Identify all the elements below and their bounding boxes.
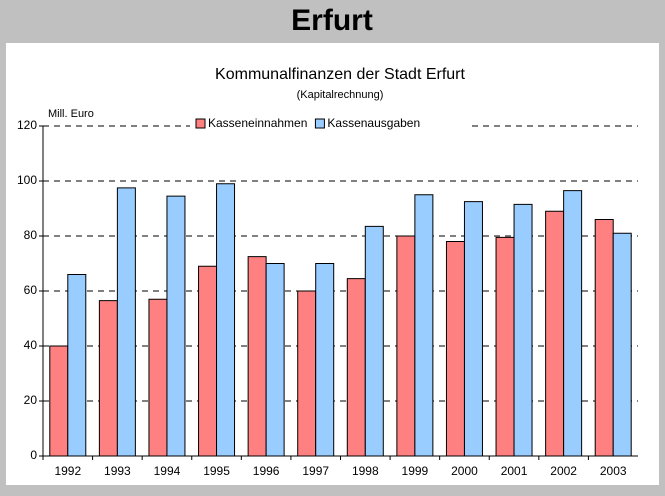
bar — [166, 195, 186, 457]
y-tick-label: 0 — [30, 448, 37, 462]
legend-swatch — [314, 118, 325, 129]
bar — [463, 201, 483, 457]
bar — [198, 265, 218, 457]
chart-title: Kommunalfinanzen der Stadt Erfurt — [215, 66, 465, 83]
bar — [148, 298, 168, 457]
legend-label: Kassenausgaben — [327, 116, 420, 130]
x-tick-label: 1998 — [352, 464, 379, 478]
bar — [414, 194, 434, 457]
y-axis-label: Mill. Euro — [48, 108, 94, 120]
x-tick-label: 1996 — [253, 464, 280, 478]
legend-box — [190, 116, 472, 134]
bar — [247, 256, 267, 457]
bar — [265, 263, 285, 457]
bar — [495, 236, 515, 457]
bar — [346, 278, 366, 457]
chart-subtitle: (Kapitalrechnung) — [297, 89, 384, 101]
bar — [545, 210, 565, 457]
y-tick-label: 60 — [24, 283, 38, 297]
bar — [364, 225, 384, 457]
bar — [563, 190, 583, 457]
legend-swatch — [195, 118, 206, 129]
bar — [612, 232, 632, 457]
x-tick-label: 1992 — [54, 464, 81, 478]
x-tick-label: 1994 — [154, 464, 181, 478]
y-tick-label: 40 — [24, 338, 38, 352]
bar — [297, 290, 317, 457]
legend-label: Kasseneinnahmen — [208, 116, 307, 130]
x-tick-label: 2003 — [600, 464, 627, 478]
y-tick-label: 20 — [24, 393, 38, 407]
bar — [67, 274, 87, 457]
y-tick-label: 100 — [17, 173, 37, 187]
bar — [98, 300, 118, 457]
x-tick-label: 1993 — [104, 464, 131, 478]
x-tick-label: 2002 — [550, 464, 577, 478]
page-title: Erfurt — [291, 4, 373, 37]
bar — [216, 183, 236, 457]
bar — [445, 241, 465, 457]
y-tick-label: 120 — [17, 118, 37, 132]
x-tick-label: 1997 — [302, 464, 329, 478]
y-tick-label: 80 — [24, 228, 38, 242]
bar — [396, 235, 416, 457]
x-tick-label: 2001 — [501, 464, 528, 478]
x-tick-label: 2000 — [451, 464, 478, 478]
x-tick-label: 1999 — [402, 464, 429, 478]
bar — [116, 187, 136, 457]
x-tick-label: 1995 — [203, 464, 230, 478]
bar — [315, 263, 335, 457]
bar — [49, 345, 69, 457]
bar — [513, 203, 533, 457]
bar — [594, 219, 614, 457]
